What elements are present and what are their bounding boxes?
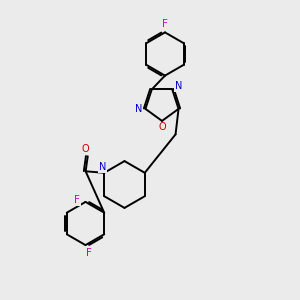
Text: N: N [99,162,106,172]
Text: F: F [74,195,80,206]
Text: O: O [159,122,167,133]
Text: F: F [162,19,168,29]
Text: N: N [175,81,182,92]
Text: N: N [135,104,142,114]
Text: F: F [85,248,91,259]
Text: O: O [82,144,89,154]
